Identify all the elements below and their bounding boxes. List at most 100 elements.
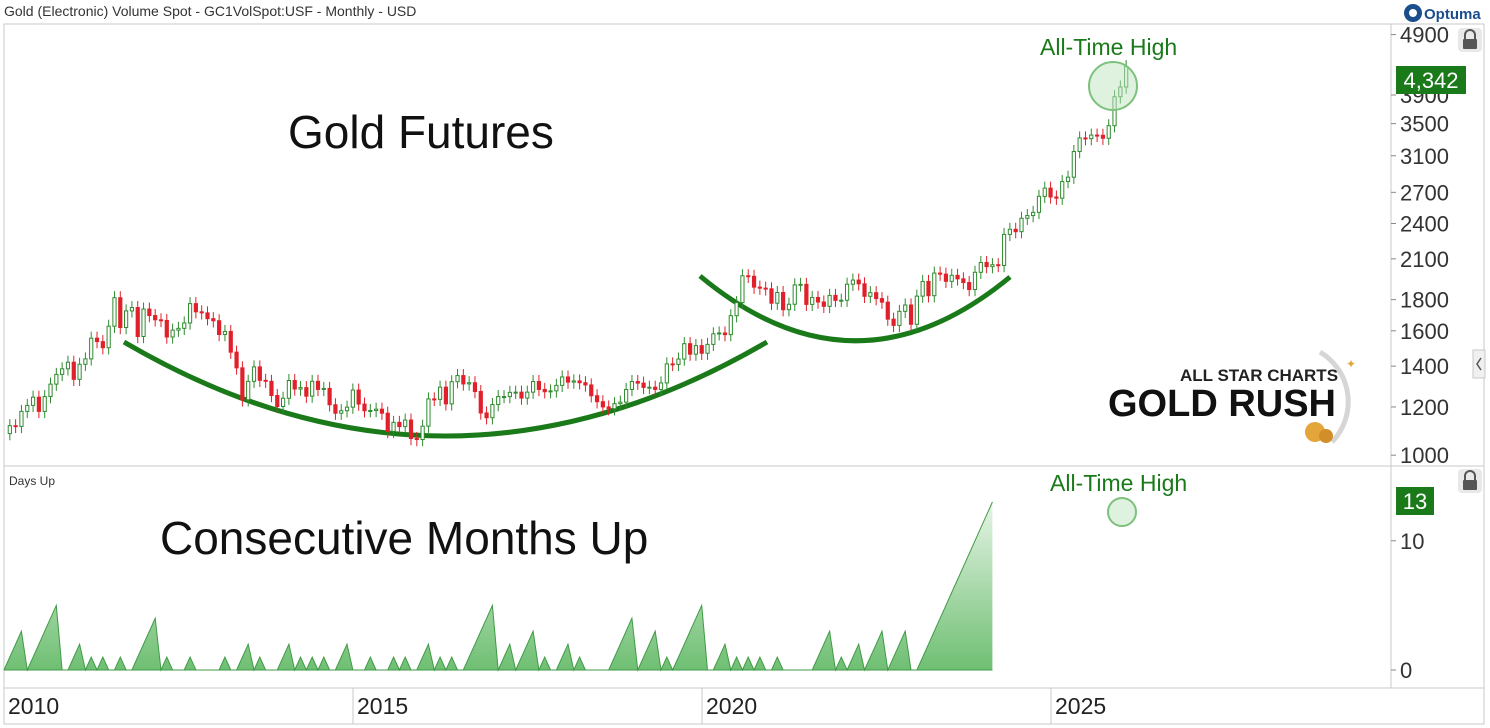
candle-body bbox=[647, 386, 652, 389]
candle bbox=[862, 277, 867, 303]
candle-body bbox=[472, 382, 478, 393]
candle-body bbox=[106, 325, 111, 349]
candle-body bbox=[327, 387, 332, 406]
price-tick-label: 4900 bbox=[1400, 23, 1449, 48]
candle bbox=[275, 388, 280, 414]
candle-body bbox=[484, 412, 489, 419]
candle-body bbox=[594, 395, 600, 403]
candle-body bbox=[426, 398, 431, 427]
candle bbox=[955, 268, 960, 286]
candle-body bbox=[763, 287, 768, 290]
candle bbox=[48, 377, 53, 404]
candle bbox=[746, 269, 751, 283]
candle bbox=[362, 397, 367, 418]
candle bbox=[94, 331, 100, 349]
candle bbox=[583, 376, 588, 392]
candle bbox=[193, 297, 198, 319]
candle bbox=[571, 374, 576, 389]
candle bbox=[443, 380, 448, 411]
candle-body bbox=[251, 366, 257, 382]
candle bbox=[106, 319, 111, 355]
price-ath-circle bbox=[1088, 61, 1138, 111]
candle-body bbox=[437, 386, 443, 400]
candle bbox=[60, 362, 65, 382]
candle-body bbox=[124, 310, 129, 329]
candle bbox=[339, 404, 344, 420]
candle bbox=[7, 419, 12, 441]
candle-body bbox=[182, 322, 187, 329]
candle-body bbox=[641, 382, 646, 388]
indicator-lock-icon[interactable] bbox=[1458, 469, 1482, 493]
price-tick-label: 1000 bbox=[1400, 443, 1449, 468]
candle bbox=[682, 337, 687, 366]
candle-body bbox=[1077, 137, 1082, 153]
candle-body bbox=[1071, 151, 1076, 178]
candle bbox=[577, 374, 582, 390]
candle bbox=[199, 305, 204, 320]
candle-body bbox=[455, 375, 460, 383]
candle-body bbox=[949, 274, 954, 282]
candle-body bbox=[676, 358, 681, 365]
candle-body bbox=[926, 280, 931, 297]
candle-body bbox=[403, 419, 408, 428]
candle-body bbox=[583, 382, 588, 386]
candle bbox=[647, 380, 652, 395]
candle-body bbox=[781, 292, 786, 311]
candle-body bbox=[664, 363, 669, 384]
candle-body bbox=[135, 307, 140, 337]
watermark-line1: ALL STAR CHARTS bbox=[1180, 366, 1338, 385]
candle bbox=[147, 302, 152, 323]
candle bbox=[658, 376, 664, 397]
base-arc-long bbox=[122, 339, 769, 439]
candle-body bbox=[961, 278, 966, 284]
optuma-logo-text: Optuma bbox=[1424, 6, 1481, 23]
candle-body bbox=[89, 337, 94, 360]
candle bbox=[798, 277, 803, 292]
price-tick-label: 3100 bbox=[1400, 144, 1449, 169]
candle bbox=[496, 390, 501, 412]
collapse-panel-button[interactable] bbox=[1472, 349, 1486, 379]
candle-body bbox=[629, 381, 635, 390]
candle bbox=[19, 404, 24, 434]
candle bbox=[368, 403, 373, 418]
candle-body bbox=[560, 376, 565, 386]
candle-body bbox=[60, 368, 65, 375]
candle-body bbox=[531, 381, 536, 393]
candle-body bbox=[501, 396, 507, 399]
candle-body bbox=[176, 327, 181, 331]
price-ath-label: All-Time High bbox=[1040, 34, 1177, 60]
candle bbox=[711, 327, 716, 352]
candle bbox=[1094, 128, 1100, 143]
candle-body bbox=[711, 333, 716, 345]
candle-body bbox=[885, 301, 890, 320]
candle bbox=[484, 406, 489, 425]
x-tick-label: 2015 bbox=[357, 693, 408, 719]
candle bbox=[205, 306, 210, 326]
indicator-ath-circle bbox=[1107, 497, 1137, 527]
candle-body bbox=[507, 391, 512, 398]
chart-title: Gold (Electronic) Volume Spot - GC1VolSp… bbox=[4, 3, 416, 19]
candle-body bbox=[199, 311, 204, 314]
price-tick-label: 3500 bbox=[1400, 112, 1449, 137]
candle bbox=[670, 357, 675, 372]
candle bbox=[472, 376, 478, 399]
candle-body bbox=[891, 318, 896, 326]
candle-body bbox=[565, 376, 571, 383]
candle-body bbox=[414, 438, 419, 441]
candle bbox=[344, 400, 350, 418]
candle bbox=[356, 383, 361, 411]
candle-body bbox=[1042, 187, 1047, 197]
candle bbox=[664, 357, 669, 390]
candle-body bbox=[1036, 195, 1042, 213]
candle bbox=[327, 381, 332, 412]
candle-body bbox=[862, 283, 867, 297]
candle-body bbox=[397, 421, 402, 428]
candle-body bbox=[71, 361, 76, 380]
candle bbox=[1007, 222, 1012, 242]
price-lock-icon[interactable] bbox=[1458, 28, 1482, 52]
candle-body bbox=[786, 303, 792, 311]
candle-body bbox=[856, 279, 861, 285]
candle bbox=[967, 276, 972, 297]
candle-body bbox=[606, 406, 611, 410]
candle bbox=[321, 381, 326, 397]
